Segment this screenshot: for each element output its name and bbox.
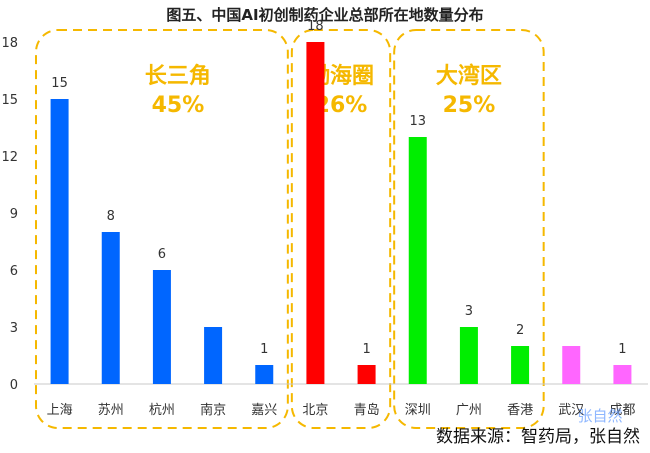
chart-title: 图五、中国AI初创制药企业总部所在地数量分布 [166, 6, 483, 24]
region-name: 长三角 [145, 63, 211, 89]
bar-武汉 [562, 346, 581, 384]
data-label: 3 [465, 304, 473, 319]
bar-苏州 [101, 232, 120, 384]
x-tick-label: 南京 [200, 402, 226, 418]
source-note: 数据来源：智药局，张自然 [436, 427, 640, 447]
region-share: 45% [152, 93, 205, 118]
data-label: 13 [409, 114, 426, 129]
data-label: 1 [618, 342, 626, 357]
y-tick-label: 9 [10, 207, 18, 222]
region-name: 大湾区 [436, 63, 502, 89]
x-tick-label: 杭州 [149, 403, 175, 418]
y-tick-label: 18 [1, 36, 18, 51]
bar-香港 [511, 346, 530, 384]
x-tick-label: 广州 [456, 403, 482, 418]
x-tick-label: 香港 [507, 403, 533, 418]
data-label: 6 [158, 247, 166, 262]
x-tick-label: 青岛 [354, 402, 380, 418]
data-label: 2 [516, 323, 524, 338]
bar-广州 [459, 327, 478, 384]
data-label: 15 [51, 76, 68, 91]
data-label: 1 [362, 342, 370, 357]
region-box-3 [393, 29, 545, 429]
bar-北京 [306, 42, 325, 384]
x-tick-label: 武汉 [558, 403, 584, 418]
bar-杭州 [152, 270, 171, 384]
x-tick-label: 深圳 [405, 403, 431, 418]
y-tick-label: 6 [10, 264, 18, 279]
y-tick-label: 12 [1, 150, 18, 165]
data-label: 18 [307, 19, 324, 34]
watermark-text: 张自然 [577, 407, 622, 425]
region-box-2 [290, 29, 392, 429]
data-label: 8 [107, 209, 115, 224]
data-label: 1 [260, 342, 268, 357]
bar-成都 [613, 365, 632, 384]
y-tick-label: 0 [10, 378, 18, 393]
bar-深圳 [408, 137, 427, 384]
bar-嘉兴 [255, 365, 274, 384]
bar-南京 [204, 327, 223, 384]
y-tick-label: 3 [10, 321, 18, 336]
x-tick-label: 上海 [47, 403, 73, 418]
x-tick-label: 北京 [302, 403, 328, 418]
x-tick-label: 成都 [609, 403, 635, 418]
region-share: 25% [443, 93, 496, 118]
x-tick-label: 嘉兴 [251, 403, 277, 418]
x-tick-label: 苏州 [98, 402, 124, 418]
y-tick-label: 15 [1, 93, 18, 108]
bar-青岛 [357, 365, 376, 384]
bar-上海 [50, 99, 69, 384]
